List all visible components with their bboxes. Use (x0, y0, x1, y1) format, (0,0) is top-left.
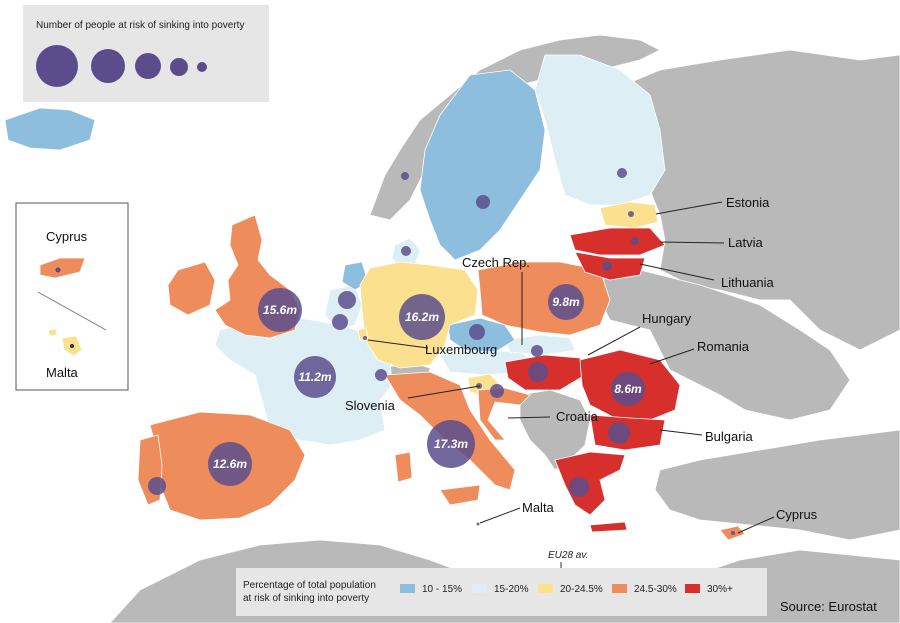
label-slovenia: Slovenia (345, 398, 396, 413)
bubble-spain (208, 442, 252, 486)
legend-title-line2: at risk of sinking into poverty (243, 593, 369, 604)
bubble-lithuania (602, 261, 612, 271)
bubble-denmark (401, 246, 411, 256)
bubble-france-label: 11.2m (298, 370, 331, 384)
inset-box: Cyprus Malta (15, 202, 129, 391)
inset-cyprus-label: Cyprus (46, 229, 88, 244)
bubble-croatia (490, 384, 504, 398)
label-czech: Czech Rep. (462, 255, 530, 270)
label-luxembourg: Luxembourg (425, 342, 497, 357)
bubble-uk (258, 288, 302, 332)
bubble-germany (399, 294, 445, 340)
bubble-sweden (476, 195, 490, 209)
legend-swatch-20-24 (538, 584, 553, 593)
iceland (4, 107, 96, 151)
size-legend-bubble (91, 49, 125, 83)
bubble-finland (617, 168, 627, 178)
legend-item-24-30: 24.5-30% (634, 584, 677, 595)
legend-item-10-15: 10 - 15% (422, 584, 462, 595)
bubble-greece (569, 477, 589, 497)
size-legend-bubble (170, 58, 188, 76)
bubble-italy (427, 420, 475, 468)
bubble-spain-label: 12.6m (213, 457, 247, 471)
croatia (477, 387, 531, 441)
label-croatia: Croatia (556, 409, 599, 424)
bubble-belgium (332, 314, 348, 330)
bubble-estonia (628, 211, 634, 217)
label-malta: Malta (522, 500, 555, 515)
source-credit: Source: Eurostat (780, 599, 877, 614)
large-bubbles: 15.6m 16.2m 9.8m 11.2m 8.6m 17.3m 12.6m (208, 284, 645, 486)
bubble-france (294, 356, 336, 398)
country-labels: Estonia Latvia Lithuania Czech Rep. Hung… (345, 195, 818, 522)
bubble-poland (548, 284, 584, 320)
label-cyprus: Cyprus (776, 507, 818, 522)
bubble-sweden-region (401, 172, 409, 180)
legend-swatch-10-15 (400, 584, 415, 593)
legend-swatch-15-20 (472, 584, 487, 593)
bubble-slovakia (531, 345, 543, 357)
bubble-austria (375, 369, 387, 381)
label-hungary: Hungary (642, 311, 692, 326)
size-legend-bubble (36, 45, 78, 87)
inset-malta-label: Malta (46, 365, 79, 380)
legend-swatch-30 (685, 584, 700, 593)
size-legend-bubble (197, 62, 207, 72)
label-bulgaria: Bulgaria (705, 429, 753, 444)
size-legend-bubble (135, 53, 161, 79)
bubble-poland-label: 9.8m (552, 295, 580, 309)
legend-eu-avg: EU28 av. (548, 550, 588, 561)
label-estonia: Estonia (726, 195, 770, 210)
label-lithuania: Lithuania (721, 275, 775, 290)
label-romania: Romania (697, 339, 750, 354)
size-legend: Number of people at risk of sinking into… (23, 5, 269, 102)
bubble-czech (469, 324, 485, 340)
size-legend-title: Number of people at risk of sinking into… (36, 20, 244, 31)
small-bubbles (148, 168, 735, 535)
bubble-romania-label: 8.6m (614, 382, 642, 396)
bubble-bulgaria (608, 422, 630, 444)
bubble-germany-label: 16.2m (405, 310, 439, 324)
bubble-netherlands (338, 291, 356, 309)
legend-item-30: 30%+ (707, 584, 733, 595)
legend-box (236, 568, 767, 616)
bubble-romania (611, 372, 645, 406)
legend-title-line1: Percentage of total population (243, 580, 376, 591)
legend-item-20-24: 20-24.5% (560, 584, 603, 595)
bubble-latvia (631, 237, 639, 245)
inset-cyprus-dot (55, 267, 61, 273)
legend-swatch-24-30 (612, 584, 627, 593)
bubble-portugal (148, 477, 166, 495)
legend-item-15-20: 15-20% (494, 584, 529, 595)
inset-malta-dot (70, 344, 74, 348)
bubble-luxembourg (363, 336, 367, 340)
leader-lines (367, 201, 775, 534)
bubble-hungary (528, 362, 548, 382)
bubble-uk-label: 15.6m (263, 303, 297, 317)
bubble-italy-label: 17.3m (434, 437, 468, 451)
inset-divider (37, 291, 107, 331)
color-legend: EU28 av. Percentage of total population … (236, 550, 767, 616)
label-latvia: Latvia (728, 235, 763, 250)
bubble-malta (476, 522, 480, 526)
bubble-cyprus (731, 531, 735, 535)
